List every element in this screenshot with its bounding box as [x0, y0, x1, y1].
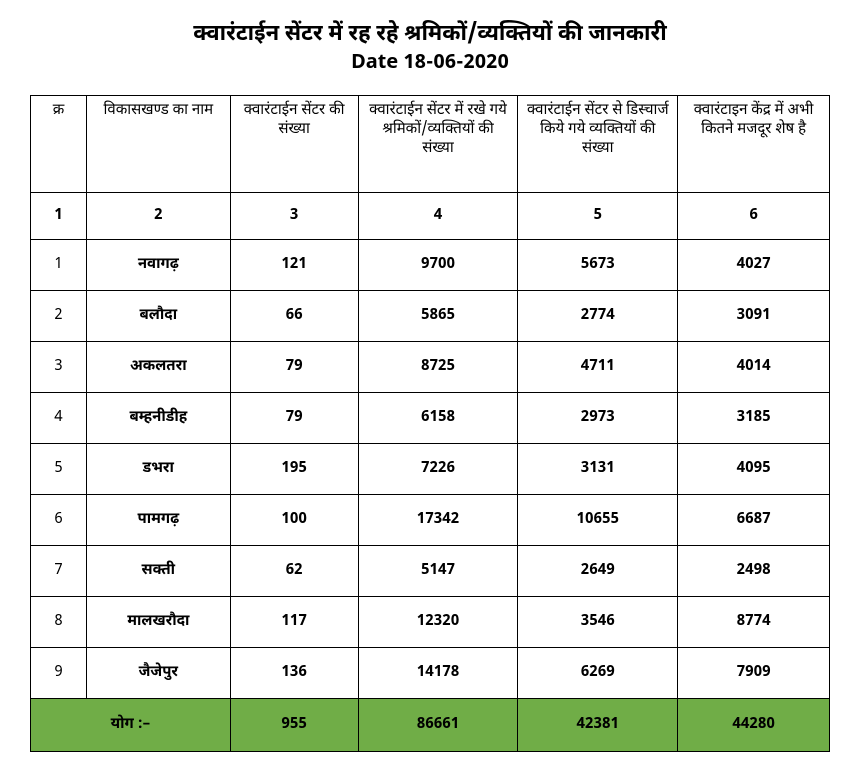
table-row: 5डभरा195722631314095 — [31, 444, 830, 495]
total-c6: 44280 — [678, 699, 830, 752]
table-cell: 5673 — [518, 240, 678, 291]
table-cell: 1 — [31, 240, 87, 291]
table-cell: डभरा — [86, 444, 230, 495]
table-cell: 7226 — [358, 444, 518, 495]
table-cell: 10655 — [518, 495, 678, 546]
table-cell: 2774 — [518, 291, 678, 342]
table-cell: 17342 — [358, 495, 518, 546]
table-cell: 100 — [230, 495, 358, 546]
page-title: क्वारंटाईन सेंटर में रह रहे श्रमिकों/व्य… — [30, 20, 830, 49]
total-row: योग :– 955 86661 42381 44280 — [31, 699, 830, 752]
table-row: 4बम्हनीडीह79615829733185 — [31, 393, 830, 444]
table-cell: 12320 — [358, 597, 518, 648]
table-cell: मालखरौदा — [86, 597, 230, 648]
table-cell: 3131 — [518, 444, 678, 495]
table-cell: 2973 — [518, 393, 678, 444]
table-cell: 8725 — [358, 342, 518, 393]
table-cell: 8774 — [678, 597, 830, 648]
header-cell: क्र — [31, 96, 87, 193]
header-cell: विकासखण्ड का नाम — [86, 96, 230, 193]
table-cell: 66 — [230, 291, 358, 342]
header-cell: क्वारंटाईन सेंटर की संख्या — [230, 96, 358, 193]
table-cell: नवागढ़ — [86, 240, 230, 291]
col-number-row: 1 2 3 4 5 6 — [31, 193, 830, 240]
table-cell: 3546 — [518, 597, 678, 648]
col-number: 5 — [518, 193, 678, 240]
table-cell: 121 — [230, 240, 358, 291]
table-cell: 195 — [230, 444, 358, 495]
table-cell: 2 — [31, 291, 87, 342]
table-cell: 4095 — [678, 444, 830, 495]
table-cell: 2498 — [678, 546, 830, 597]
header-cell: क्वारंटाईन सेंटर में रखे गये श्रमिकों/व्… — [358, 96, 518, 193]
table-cell: 9700 — [358, 240, 518, 291]
table-cell: 7 — [31, 546, 87, 597]
table-cell: अकलतरा — [86, 342, 230, 393]
table-cell: जैजेपुर — [86, 648, 230, 699]
table-cell: 14178 — [358, 648, 518, 699]
total-c5: 42381 — [518, 699, 678, 752]
table-cell: 6687 — [678, 495, 830, 546]
table-cell: 136 — [230, 648, 358, 699]
table-cell: सक्ती — [86, 546, 230, 597]
table-cell: बलौदा — [86, 291, 230, 342]
col-number: 4 — [358, 193, 518, 240]
table-row: 9जैजेपुर1361417862697909 — [31, 648, 830, 699]
total-label: योग :– — [31, 699, 231, 752]
table-cell: पामगढ़ — [86, 495, 230, 546]
total-c4: 86661 — [358, 699, 518, 752]
table-cell: 6269 — [518, 648, 678, 699]
table-cell: 4 — [31, 393, 87, 444]
header-cell: क्वारंटाईन सेंटर से डिस्चार्ज किये गये व… — [518, 96, 678, 193]
table-body: 1नवागढ़1219700567340272बलौदा665865277430… — [31, 240, 830, 699]
quarantine-table: क्र विकासखण्ड का नाम क्वारंटाईन सेंटर की… — [30, 95, 830, 752]
total-c3: 955 — [230, 699, 358, 752]
table-cell: 2649 — [518, 546, 678, 597]
col-number: 6 — [678, 193, 830, 240]
table-cell: 4027 — [678, 240, 830, 291]
col-number: 1 — [31, 193, 87, 240]
table-cell: 5 — [31, 444, 87, 495]
table-cell: 3091 — [678, 291, 830, 342]
col-number: 2 — [86, 193, 230, 240]
table-row: 1नवागढ़121970056734027 — [31, 240, 830, 291]
table-cell: 6158 — [358, 393, 518, 444]
table-cell: 4014 — [678, 342, 830, 393]
table-cell: 7909 — [678, 648, 830, 699]
table-cell: 79 — [230, 393, 358, 444]
table-cell: 3 — [31, 342, 87, 393]
table-row: 2बलौदा66586527743091 — [31, 291, 830, 342]
table-cell: 8 — [31, 597, 87, 648]
table-cell: 4711 — [518, 342, 678, 393]
table-cell: 5865 — [358, 291, 518, 342]
table-row: 7सक्ती62514726492498 — [31, 546, 830, 597]
col-number: 3 — [230, 193, 358, 240]
table-cell: 5147 — [358, 546, 518, 597]
table-cell: 62 — [230, 546, 358, 597]
table-cell: 117 — [230, 597, 358, 648]
table-row: 6पामगढ़10017342106556687 — [31, 495, 830, 546]
page-date: Date 18-06-2020 — [30, 51, 830, 77]
table-cell: 3185 — [678, 393, 830, 444]
table-row: 3अकलतरा79872547114014 — [31, 342, 830, 393]
table-cell: 6 — [31, 495, 87, 546]
table-cell: बम्हनीडीह — [86, 393, 230, 444]
header-cell: क्वारंटाइन केंद्र में अभी कितने मजदूर शे… — [678, 96, 830, 193]
table-cell: 9 — [31, 648, 87, 699]
header-row: क्र विकासखण्ड का नाम क्वारंटाईन सेंटर की… — [31, 96, 830, 193]
table-row: 8मालखरौदा1171232035468774 — [31, 597, 830, 648]
table-cell: 79 — [230, 342, 358, 393]
